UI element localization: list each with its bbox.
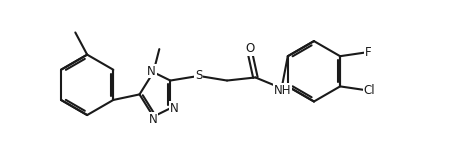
Text: N: N (149, 113, 158, 126)
Text: O: O (245, 42, 255, 55)
Text: F: F (365, 46, 371, 59)
Text: S: S (195, 69, 202, 82)
Text: N: N (169, 102, 178, 115)
Text: NH: NH (274, 84, 291, 97)
Text: N: N (147, 65, 156, 78)
Text: Cl: Cl (364, 84, 376, 97)
